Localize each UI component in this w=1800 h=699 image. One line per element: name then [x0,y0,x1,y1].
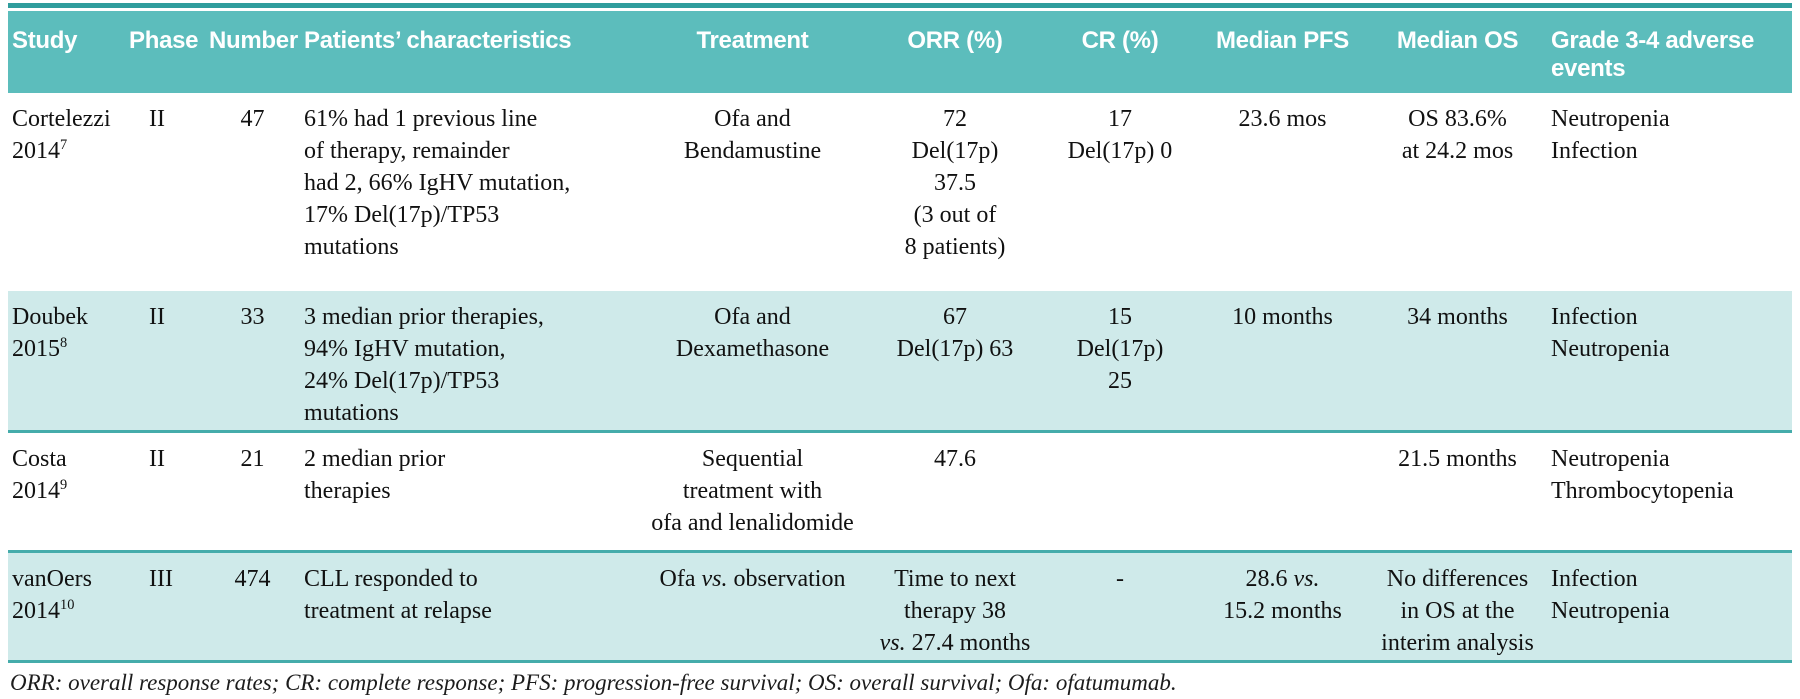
cell-phase: II [125,291,205,432]
col-header-phase: Phase [125,11,205,93]
cell-treatment: Ofa and Bendamustine [683,106,822,164]
col-header-adverse-events: Grade 3-4 adverse events [1545,11,1792,93]
cell-orr: 67 Del(17p) 63 [865,291,1045,432]
cell-adverse-events: Infection Neutropenia [1545,551,1792,662]
cell-phase: III [125,551,205,662]
cell-phase: II [149,446,165,472]
abbreviations-footnote: ORR: overall response rates; CR: complet… [10,670,1177,695]
cell-study: Doubek 20158 [8,291,125,432]
cell-cr: 17 Del(17p) 0 [1067,106,1173,164]
cell-median-pfs: 28.6 vs. 15.2 months [1195,551,1370,662]
table-top-rule [8,3,1792,8]
clinical-trials-table: Study Phase Number Patients’ characteris… [8,11,1792,663]
cell-phase: II [149,106,165,132]
cell-study: vanOers 201410 [8,551,125,662]
cell-number: 474 [205,551,300,662]
cell-adverse-events: Infection Neutropenia [1545,291,1792,432]
cell-patients-characteristics: CLL responded to treatment at relapse [300,551,640,662]
cell-orr: 72 Del(17p) 37.5 (3 out of 8 patients) [904,106,1006,260]
cell-median-pfs: 23.6 mos [1238,106,1327,132]
cell-number: 33 [205,291,300,432]
cell-median-os: No differences in OS at the interim analys… [1370,551,1545,662]
table-row-doubek-2015: Doubek 20158 II 33 3 median prior therapi… [8,291,1792,432]
col-header-study: Study [8,11,125,93]
cell-number: 21 [240,446,265,472]
cell-treatment: Ofa vs. observation [640,551,865,662]
cell-median-pfs: 10 months [1195,291,1370,432]
cell-study: Cortelezzi 20147 [12,106,111,164]
cell-median-os: 21.5 months [1398,446,1517,472]
cell-patients-characteristics: 3 median prior therapies, 94% IgHV mutati… [300,291,640,432]
cell-treatment: Ofa and Dexamethasone [640,291,865,432]
table-row-costa-2014: Costa 20149 II 21 2 median prior therapie… [8,432,1792,552]
cell-orr: 47.6 [934,446,976,472]
col-header-median-pfs: Median PFS [1195,11,1370,93]
col-header-patients-characteristics: Patients’ characteristics [300,11,640,93]
col-header-treatment: Treatment [640,11,865,93]
table-header-row: Study Phase Number Patients’ characteris… [8,11,1792,93]
table-row-vanoers-2014: vanOers 201410 III 474 CLL responded to tr… [8,551,1792,662]
cell-cr: - [1045,551,1195,662]
cell-median-pfs [1195,432,1370,552]
cell-study: Costa 20149 [12,446,68,504]
cell-number: 47 [240,106,265,132]
table-row-cortelezzi-2014: Cortelezzi 20147 II 47 61% had 1 previous… [8,93,1792,291]
cell-adverse-events: Neutropenia Infection [1551,106,1670,164]
col-header-cr: CR (%) [1045,11,1195,93]
cell-median-os: OS 83.6% at 24.2 mos [1401,106,1514,164]
cell-cr [1045,432,1195,552]
col-header-median-os: Median OS [1370,11,1545,93]
cell-cr: 15 Del(17p) 25 [1045,291,1195,432]
cell-adverse-events: Neutropenia Thrombocytopenia [1551,446,1734,504]
col-header-orr: ORR (%) [865,11,1045,93]
cell-treatment: Sequential treatment with ofa and lenalido… [651,446,854,536]
cell-patients-characteristics: 2 median prior therapies [304,446,446,504]
cell-patients-characteristics: 61% had 1 previous line of therapy, remai… [304,106,571,260]
cell-median-os: 34 months [1370,291,1545,432]
col-header-number: Number [205,11,300,93]
cell-orr: Time to next therapy 38 vs. 27.4 months [865,551,1045,662]
